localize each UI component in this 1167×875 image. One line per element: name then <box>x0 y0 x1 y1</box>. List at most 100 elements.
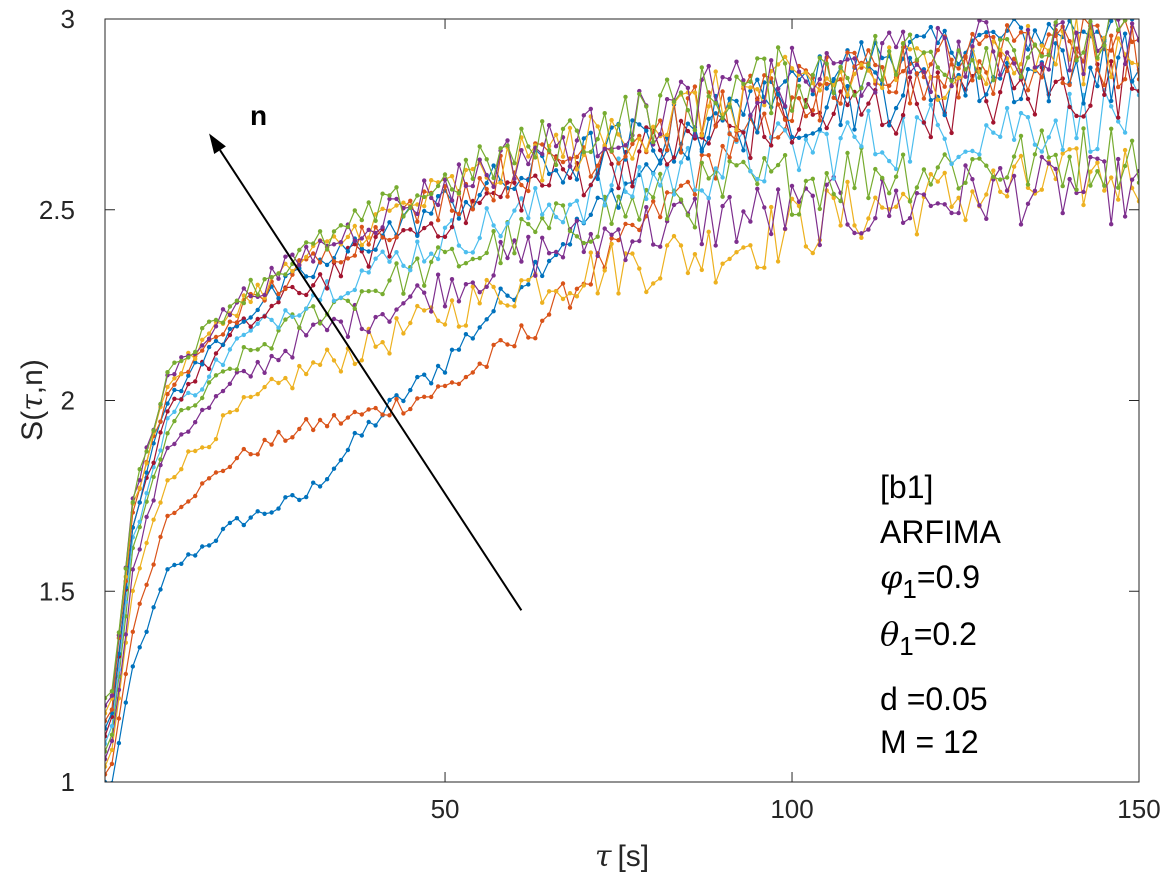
data-point <box>796 135 802 140</box>
data-point <box>595 154 600 159</box>
data-point <box>220 320 226 325</box>
data-point <box>338 274 344 279</box>
data-point <box>380 235 385 240</box>
data-point <box>873 152 878 157</box>
data-point <box>935 65 940 70</box>
data-point <box>609 183 614 188</box>
data-point <box>109 747 115 753</box>
data-point <box>144 540 149 546</box>
data-point <box>105 703 108 708</box>
data-point <box>998 166 1003 171</box>
data-point <box>290 386 295 391</box>
data-point <box>1067 176 1072 182</box>
data-point <box>144 514 149 520</box>
data-point <box>116 630 122 635</box>
data-point <box>845 120 850 125</box>
data-point <box>345 249 351 254</box>
data-point <box>588 149 593 155</box>
data-point <box>234 407 240 413</box>
data-point <box>105 756 108 762</box>
y-tick-label: 1 <box>61 767 75 797</box>
data-point <box>269 346 274 351</box>
data-point <box>505 293 510 298</box>
data-point <box>234 336 240 341</box>
data-point <box>713 124 718 129</box>
y-axis-label: S(τ,n) <box>15 359 50 441</box>
data-point <box>373 405 378 411</box>
data-point <box>526 188 531 194</box>
data-point <box>1053 20 1058 25</box>
data-point <box>491 163 496 168</box>
data-point <box>1032 152 1038 157</box>
data-point <box>984 81 989 87</box>
data-point <box>1060 147 1065 152</box>
data-point <box>1011 154 1017 159</box>
data-point <box>991 49 996 54</box>
data-point <box>186 390 191 396</box>
data-point <box>130 629 135 634</box>
data-point <box>519 259 524 264</box>
data-point <box>651 199 656 204</box>
data-point <box>248 294 253 299</box>
data-point <box>331 229 337 234</box>
data-point <box>519 175 524 181</box>
data-point <box>588 250 593 255</box>
data-point <box>616 161 621 166</box>
data-point <box>623 154 628 159</box>
data-point <box>477 192 482 198</box>
data-point <box>415 283 420 288</box>
data-point <box>505 303 510 308</box>
data-point <box>1081 82 1086 87</box>
data-point <box>498 239 503 245</box>
data-point <box>533 259 538 265</box>
data-point <box>900 220 906 225</box>
data-point <box>637 136 642 141</box>
data-point <box>179 397 184 402</box>
data-point <box>449 298 455 303</box>
data-point <box>567 164 573 169</box>
data-point <box>255 321 260 326</box>
data-point <box>1011 86 1017 91</box>
data-point <box>859 62 864 67</box>
data-point <box>1067 147 1072 152</box>
data-point <box>616 122 621 128</box>
data-point <box>893 90 899 95</box>
data-point <box>505 194 510 199</box>
data-point <box>914 62 920 67</box>
data-point <box>796 83 802 89</box>
data-point <box>317 238 323 244</box>
data-point <box>408 320 413 326</box>
data-point <box>935 179 940 184</box>
data-point <box>775 92 781 97</box>
data-point <box>651 281 656 286</box>
data-point <box>817 82 822 87</box>
data-point <box>283 308 288 313</box>
data-point <box>928 24 933 30</box>
data-point <box>658 161 663 166</box>
data-point <box>387 208 392 213</box>
data-point <box>200 407 205 413</box>
data-point <box>1025 55 1031 60</box>
data-point <box>734 137 739 143</box>
data-point <box>588 182 593 188</box>
data-point <box>574 198 580 203</box>
data-point <box>324 424 330 429</box>
data-point <box>463 282 469 287</box>
data-point <box>1137 3 1141 7</box>
data-point <box>512 176 517 181</box>
data-point <box>283 317 288 322</box>
data-point <box>435 183 441 189</box>
data-point <box>1004 175 1010 180</box>
data-point <box>984 46 989 51</box>
data-point <box>380 206 385 211</box>
data-point <box>977 203 982 208</box>
data-point <box>678 160 684 165</box>
data-point <box>831 176 836 181</box>
data-point <box>220 332 226 337</box>
data-point <box>616 132 621 137</box>
data-point <box>429 191 434 197</box>
data-point <box>1081 114 1086 119</box>
y-tick-label: 3 <box>61 4 75 34</box>
data-point <box>637 238 642 244</box>
data-point <box>324 347 330 352</box>
